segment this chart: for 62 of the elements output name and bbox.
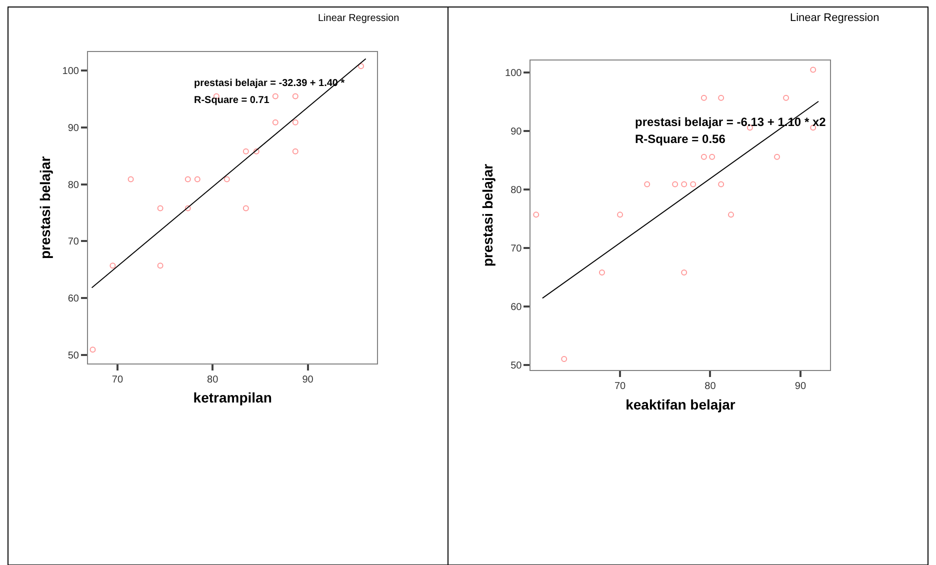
point xyxy=(128,176,134,182)
point xyxy=(700,154,707,160)
chart-title: Linear Regression xyxy=(790,12,880,24)
point xyxy=(533,212,540,218)
x-tick-label: 90 xyxy=(302,374,314,386)
point xyxy=(157,262,164,269)
y-tick-label: 50 xyxy=(510,360,522,372)
point xyxy=(253,148,260,154)
y-tick-label: 90 xyxy=(68,123,80,134)
point xyxy=(242,205,249,212)
point xyxy=(617,212,624,218)
point xyxy=(272,93,278,100)
y-tick-label: 100 xyxy=(62,66,80,78)
annotation: R-Square = 0.56 xyxy=(635,132,726,146)
x-tick-label: 80 xyxy=(704,381,716,392)
point xyxy=(358,63,364,70)
x-axis-title: ketrampilan xyxy=(193,390,272,406)
y-axis-title: prestasi belajar xyxy=(36,156,53,260)
point xyxy=(728,212,734,218)
point xyxy=(224,176,230,182)
chart-title: Linear Regression xyxy=(318,13,400,24)
x-axis-title: keaktifan belajar xyxy=(626,396,736,412)
y-tick-label: 80 xyxy=(510,185,522,196)
point xyxy=(184,205,191,212)
point xyxy=(292,119,298,126)
point xyxy=(718,94,724,101)
point xyxy=(157,205,164,212)
point xyxy=(194,176,200,182)
x-tick-label: 80 xyxy=(207,374,219,386)
y-tick-label: 100 xyxy=(505,68,522,80)
y-tick-label: 90 xyxy=(510,126,522,138)
point xyxy=(681,181,688,188)
y-tick-label: 80 xyxy=(68,180,80,191)
point xyxy=(681,270,688,276)
y-tick-label: 70 xyxy=(68,236,80,248)
y-tick-label: 60 xyxy=(68,293,80,304)
point xyxy=(184,176,191,182)
point xyxy=(774,154,780,160)
x-tick-label: 90 xyxy=(794,381,806,392)
point xyxy=(598,270,605,276)
annotation: R-Square = 0.71 xyxy=(194,95,270,106)
point xyxy=(242,148,249,154)
point xyxy=(810,66,816,73)
point xyxy=(110,262,116,269)
point xyxy=(718,181,724,188)
y-tick-label: 70 xyxy=(510,243,522,254)
y-tick-label: 60 xyxy=(510,302,522,313)
point xyxy=(644,181,650,188)
point xyxy=(672,181,678,188)
y-axis-title: prestasi belajar xyxy=(480,163,496,267)
point xyxy=(700,94,707,101)
point xyxy=(709,154,716,160)
point xyxy=(90,346,96,353)
point xyxy=(783,94,790,101)
point xyxy=(561,356,568,362)
x-tick-label: 70 xyxy=(614,381,626,392)
point xyxy=(292,148,298,154)
y-tick-label: 50 xyxy=(68,350,80,362)
point xyxy=(272,119,278,126)
point xyxy=(292,93,298,100)
point xyxy=(690,181,696,188)
x-tick-label: 70 xyxy=(112,374,124,386)
